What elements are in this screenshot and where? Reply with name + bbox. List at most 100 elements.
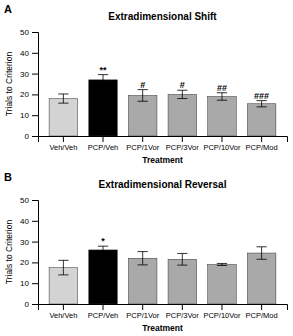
y-tick: 20 xyxy=(20,258,38,267)
error-bar-cap xyxy=(58,274,68,275)
y-tick-label: 30 xyxy=(20,238,29,247)
y-tick-label: 50 xyxy=(20,28,29,37)
bar xyxy=(49,99,78,136)
y-tick: 40 xyxy=(20,217,38,226)
panel: 01020304050Veh/VehPCP/VehPCP/1VorPCP/3Vo… xyxy=(4,171,288,333)
y-tick-label: 10 xyxy=(20,111,29,120)
x-tick-label: Veh/Veh xyxy=(49,311,77,320)
y-tick-mark xyxy=(32,53,38,54)
annotation: * xyxy=(101,236,105,246)
x-axis: Veh/VehPCP/VehPCP/1VorPCP/3VorPCP/10VorP… xyxy=(39,304,288,320)
x-tick: PCP/3Vor xyxy=(166,304,199,320)
x-tick-mark xyxy=(63,304,64,310)
error-bar-cap xyxy=(177,265,187,266)
title: Extradimensional Reversal xyxy=(99,179,227,190)
error-bar-cap xyxy=(58,93,68,94)
marks xyxy=(49,75,276,136)
x-axis: Veh/Veh PCP/Veh PCP/1Vor PCP/3Vor PCP/10Vor P… xyxy=(39,136,288,152)
error-bar-stem xyxy=(103,246,104,253)
y-tick: 20 xyxy=(20,90,38,99)
bar xyxy=(168,259,197,304)
y-axis-title: Trials to Criterion xyxy=(4,52,14,117)
x-tick-mark xyxy=(261,136,262,142)
y-tick-mark xyxy=(32,304,38,305)
x-tick: PCP/10Vor xyxy=(203,136,241,152)
error-bar xyxy=(58,260,68,275)
error-bar-cap xyxy=(138,251,148,252)
x-tick-label: PCP/Mod xyxy=(246,143,278,152)
error-bar-stem xyxy=(261,101,262,107)
title: Extradimensional Shift xyxy=(108,11,217,22)
x-tick-label: PCP/10Vor xyxy=(203,143,241,152)
x-tick-mark xyxy=(182,136,183,142)
y-tick-label: 20 xyxy=(20,258,29,267)
x-tick: PCP/Veh xyxy=(88,136,118,152)
error-bar-cap xyxy=(177,98,187,99)
error-bar xyxy=(177,253,187,265)
x-tick-label: PCP/3Vor xyxy=(166,143,199,152)
error-bar-cap xyxy=(58,260,68,261)
error-bar-cap xyxy=(138,264,148,265)
annotation: # xyxy=(180,80,185,90)
x-tick-label: PCP/3Vor xyxy=(166,311,199,320)
axis-line xyxy=(39,305,288,311)
bar xyxy=(208,264,237,304)
x-tick: PCP/1Vor xyxy=(126,136,159,152)
y-tick: 10 xyxy=(20,111,38,120)
x-tick: PCP/1Vor xyxy=(126,304,159,320)
x-tick-label: PCP/1Vor xyxy=(126,143,159,152)
x-tick-mark xyxy=(142,304,143,310)
error-bar-stem xyxy=(142,252,143,265)
x-tick: Veh/Veh xyxy=(49,304,77,320)
x-tick: PCP/3Vor xyxy=(166,136,199,152)
y-tick-label: 40 xyxy=(20,217,29,226)
axis-line xyxy=(32,33,39,137)
error-bar-cap xyxy=(217,100,227,101)
error-bar-cap xyxy=(217,263,227,264)
y-tick: 30 xyxy=(20,238,38,247)
y-axis: 01020304050 xyxy=(20,196,38,309)
y-axis-title: Trials to Criterion xyxy=(4,220,14,285)
error-bar-stem xyxy=(182,90,183,98)
y-tick-label: 30 xyxy=(20,70,29,79)
y-tick-label: 10 xyxy=(20,279,29,288)
x-axis-title: Treatment xyxy=(142,323,183,333)
x-tick-mark xyxy=(221,304,222,310)
bar xyxy=(89,80,118,136)
bar xyxy=(128,95,157,136)
error-bar xyxy=(138,90,148,102)
error-bar xyxy=(256,101,266,107)
x-tick-mark xyxy=(142,136,143,142)
x-tick-mark xyxy=(261,304,262,310)
error-bar xyxy=(98,246,108,253)
error-bar-cap xyxy=(217,265,227,266)
y-tick-mark xyxy=(32,136,38,137)
x-tick-label: PCP/1Vor xyxy=(126,311,159,320)
error-bar xyxy=(58,94,68,103)
error-bar xyxy=(177,90,187,98)
y-tick-label: 0 xyxy=(25,132,30,141)
bar xyxy=(208,96,237,136)
y-tick: 10 xyxy=(20,279,38,288)
x-tick-label: Veh/Veh xyxy=(49,143,77,152)
panel: 0 10 20 30 40 50 Veh/Veh PCP/Veh PCP/1Vor PCP/3Vo… xyxy=(4,3,288,165)
y-tick-label: 50 xyxy=(20,196,29,205)
error-bar-cap xyxy=(58,103,68,104)
x-tick-mark xyxy=(221,136,222,142)
x-tick-mark xyxy=(63,136,64,142)
error-bar-cap xyxy=(177,253,187,254)
bar xyxy=(247,104,276,136)
y-tick-mark xyxy=(32,283,38,284)
axis-line xyxy=(39,137,288,143)
y-tick-mark xyxy=(32,200,38,201)
bar xyxy=(247,253,276,304)
y-tick: 50 xyxy=(20,196,38,205)
y-tick: 40 xyxy=(20,49,38,58)
panel-label: A xyxy=(4,3,12,15)
x-tick-label: PCP/Mod xyxy=(246,311,278,320)
error-bar-stem xyxy=(261,247,262,259)
error-bar-cap xyxy=(98,85,108,86)
error-bar xyxy=(217,93,227,100)
x-tick: PCP/Veh xyxy=(88,304,118,320)
error-bar xyxy=(217,263,227,265)
